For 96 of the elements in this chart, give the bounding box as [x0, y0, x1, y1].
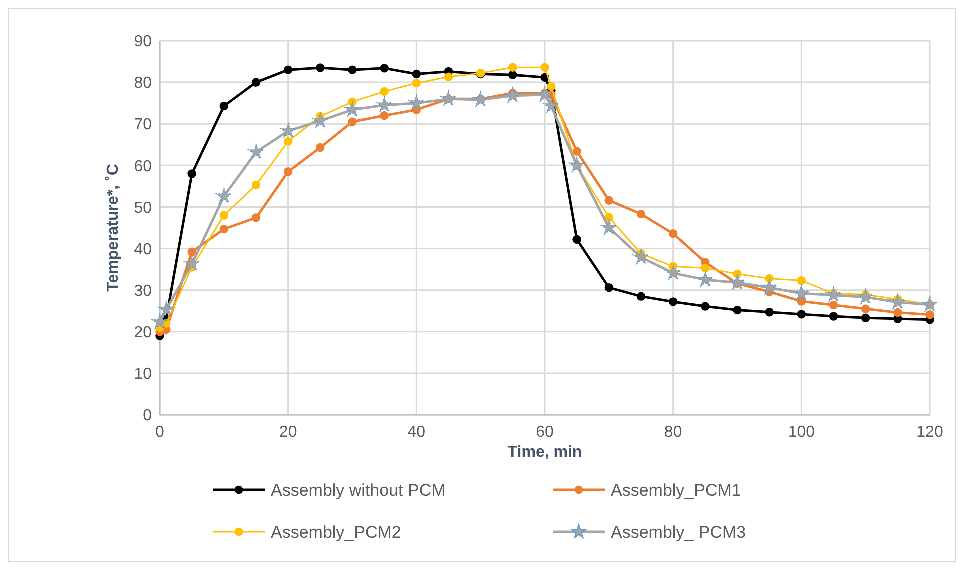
point [890, 294, 906, 310]
point [316, 143, 325, 152]
x-tick-label: 120 [916, 424, 944, 441]
point [701, 264, 710, 273]
point [858, 289, 874, 304]
point [765, 308, 774, 317]
y-tick-label: 60 [134, 158, 152, 176]
point [733, 306, 742, 315]
point [284, 137, 293, 146]
point [829, 300, 838, 310]
point [252, 214, 261, 222]
point [344, 102, 361, 117]
y-tick-label: 10 [134, 366, 152, 384]
legend-label: Assembly_ PCM3 [611, 522, 746, 542]
point [697, 272, 714, 287]
point [472, 92, 489, 107]
point [508, 63, 518, 72]
point [572, 235, 582, 244]
x-tick-label: 40 [408, 424, 426, 441]
point [926, 310, 934, 320]
point [572, 147, 582, 156]
point [444, 72, 454, 82]
point [826, 286, 842, 302]
point [668, 298, 678, 306]
point [248, 144, 264, 160]
point [762, 279, 778, 295]
point [312, 112, 328, 128]
point [220, 102, 229, 111]
x-tick-label: 80 [664, 424, 682, 441]
y-tick-label: 80 [134, 75, 152, 92]
point [412, 70, 422, 79]
point [540, 63, 550, 72]
point [604, 283, 614, 292]
legend-label: Assembly_PCM2 [271, 522, 402, 542]
y-tick-label: 70 [134, 116, 152, 134]
x-tick-label: 60 [536, 424, 554, 441]
point [604, 196, 614, 205]
point [408, 94, 425, 110]
point [797, 310, 806, 319]
point [252, 78, 261, 87]
point [376, 97, 393, 112]
point [861, 314, 870, 323]
point [380, 111, 389, 120]
point [547, 82, 556, 92]
point [188, 170, 196, 178]
y-tick-label: 0 [143, 408, 152, 425]
point [380, 87, 389, 96]
y-tick-label: 50 [134, 200, 152, 217]
point [701, 302, 710, 311]
point [797, 276, 806, 286]
legend-label: Assembly without PCM [271, 480, 446, 500]
point [668, 229, 678, 238]
point [797, 297, 806, 306]
y-tick-label: 30 [134, 282, 152, 300]
point [636, 210, 646, 219]
point [348, 66, 357, 74]
x-axis-title: Time, min [508, 444, 582, 461]
point [636, 292, 646, 301]
point [894, 308, 902, 318]
point [220, 224, 229, 234]
x-tick-label: 20 [279, 424, 298, 441]
point [284, 66, 293, 74]
point [508, 70, 518, 80]
point [543, 98, 560, 114]
point [601, 220, 618, 235]
y-axis-title: Temperature*, ˚C [105, 164, 122, 292]
point [184, 256, 200, 272]
point [280, 122, 296, 138]
point [412, 79, 422, 88]
point [316, 64, 325, 72]
point [922, 296, 938, 312]
y-tick-label: 20 [134, 324, 152, 342]
point [829, 312, 838, 321]
point [665, 264, 682, 280]
x-tick-label: 0 [156, 424, 165, 441]
point [252, 180, 261, 190]
point [861, 304, 870, 314]
point [633, 249, 650, 264]
point [380, 64, 389, 73]
point [569, 157, 586, 173]
point [152, 314, 168, 330]
point [216, 188, 232, 204]
point [284, 168, 293, 176]
y-tick-label: 40 [134, 241, 152, 258]
point [536, 86, 554, 102]
point [188, 248, 196, 256]
point [220, 211, 229, 220]
legend-label: Assembly_PCM1 [611, 480, 742, 500]
point [158, 301, 174, 317]
point [794, 285, 810, 301]
y-tick-label: 90 [134, 34, 152, 51]
point [504, 87, 521, 103]
point [440, 90, 457, 106]
point [348, 118, 357, 126]
x-tick-label: 100 [788, 424, 816, 441]
point [729, 274, 746, 290]
